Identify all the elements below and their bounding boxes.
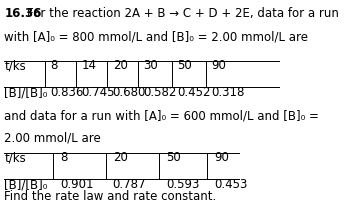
Text: 0.318: 0.318 [211,86,245,99]
Text: with [A]₀ = 800 mmol/L and [B]₀ = 2.00 mmol/L are: with [A]₀ = 800 mmol/L and [B]₀ = 2.00 m… [4,31,308,43]
Text: 0.787: 0.787 [113,177,146,190]
Text: 0.680: 0.680 [113,86,146,99]
Text: 20: 20 [113,150,127,163]
Text: 16.36: 16.36 [4,7,42,20]
Text: 2.00 mmol/L are: 2.00 mmol/L are [4,131,101,144]
Text: 0.582: 0.582 [144,86,177,99]
Text: 0.901: 0.901 [61,177,94,190]
Text: 50: 50 [177,59,192,72]
Text: 0.453: 0.453 [214,177,247,190]
Text: Find the rate law and rate constant.: Find the rate law and rate constant. [4,189,216,202]
Text: 8: 8 [51,59,58,72]
Text: For the reaction 2A + B → C + D + 2E, data for a run: For the reaction 2A + B → C + D + 2E, da… [27,7,339,20]
Text: 0.745: 0.745 [82,86,115,99]
Text: t/ks: t/ks [4,150,26,163]
Text: 0.593: 0.593 [166,177,200,190]
Text: 8: 8 [61,150,68,163]
Text: 30: 30 [144,59,158,72]
Text: and data for a run with [A]₀ = 600 mmol/L and [B]₀ =: and data for a run with [A]₀ = 600 mmol/… [4,109,319,122]
Text: 0.836: 0.836 [51,86,84,99]
Text: 90: 90 [211,59,226,72]
Text: 90: 90 [214,150,229,163]
Text: 20: 20 [113,59,127,72]
Text: t/ks: t/ks [4,59,26,72]
Text: [B]/[B]₀: [B]/[B]₀ [4,177,48,190]
Text: 50: 50 [166,150,181,163]
Text: 0.452: 0.452 [177,86,211,99]
Text: 14: 14 [82,59,97,72]
Text: [B]/[B]₀: [B]/[B]₀ [4,86,48,99]
